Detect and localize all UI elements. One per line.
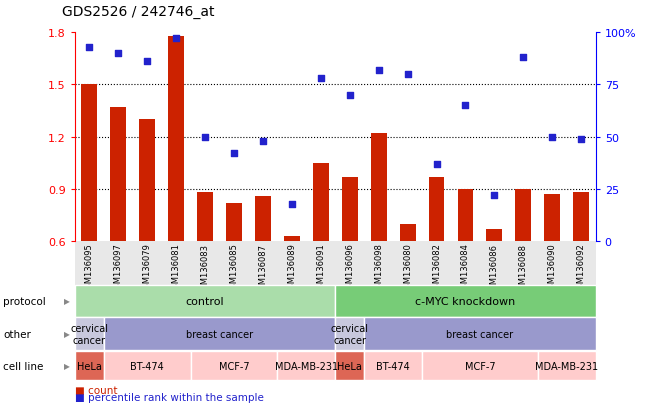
Bar [400, 224, 415, 242]
Point [344, 92, 355, 99]
Point [576, 136, 587, 143]
Text: breast cancer: breast cancer [447, 329, 514, 339]
Text: MDA-MB-231: MDA-MB-231 [535, 361, 598, 371]
Text: MDA-MB-231: MDA-MB-231 [275, 361, 338, 371]
Text: ▶: ▶ [64, 330, 70, 339]
Point [286, 201, 297, 207]
Text: c-MYC knockdown: c-MYC knockdown [415, 296, 516, 306]
Text: ■ count: ■ count [75, 385, 117, 395]
Bar [486, 230, 503, 242]
Bar [342, 177, 357, 242]
Text: breast cancer: breast cancer [186, 329, 253, 339]
Text: protocol: protocol [3, 296, 46, 306]
Point [316, 76, 326, 82]
Bar [197, 193, 213, 242]
Bar [313, 164, 329, 242]
Bar [428, 177, 445, 242]
Bar [226, 203, 242, 242]
Point [489, 192, 499, 199]
Point [547, 134, 557, 140]
Point [518, 55, 529, 62]
Text: ■ percentile rank within the sample: ■ percentile rank within the sample [75, 392, 264, 402]
Text: ▶: ▶ [64, 297, 70, 306]
Point [171, 36, 182, 43]
Bar [284, 236, 300, 242]
Bar [544, 195, 561, 242]
Point [402, 71, 413, 78]
Bar [516, 190, 531, 242]
Text: control: control [186, 296, 225, 306]
Bar [370, 134, 387, 242]
Point [229, 151, 239, 157]
Bar [139, 120, 155, 242]
Bar [574, 193, 589, 242]
Text: ▶: ▶ [64, 361, 70, 370]
Text: MCF-7: MCF-7 [465, 361, 495, 371]
Point [200, 134, 210, 140]
Bar [458, 190, 473, 242]
Point [374, 67, 384, 74]
Bar [110, 108, 126, 242]
Bar [168, 36, 184, 242]
Text: HeLa: HeLa [77, 361, 102, 371]
Point [84, 44, 94, 51]
Text: BT-474: BT-474 [130, 361, 164, 371]
Text: GDS2526 / 242746_at: GDS2526 / 242746_at [62, 5, 214, 19]
Text: cervical
cancer: cervical cancer [331, 323, 368, 345]
Text: cell line: cell line [3, 361, 44, 371]
Bar [81, 85, 97, 242]
Text: cervical
cancer: cervical cancer [70, 323, 108, 345]
Text: BT-474: BT-474 [376, 361, 410, 371]
Point [258, 138, 268, 145]
Point [432, 161, 442, 168]
Text: other: other [3, 329, 31, 339]
Point [142, 59, 152, 66]
Point [113, 50, 124, 57]
Bar [255, 197, 271, 242]
Text: MCF-7: MCF-7 [219, 361, 249, 371]
Point [460, 103, 471, 109]
Text: HeLa: HeLa [337, 361, 362, 371]
